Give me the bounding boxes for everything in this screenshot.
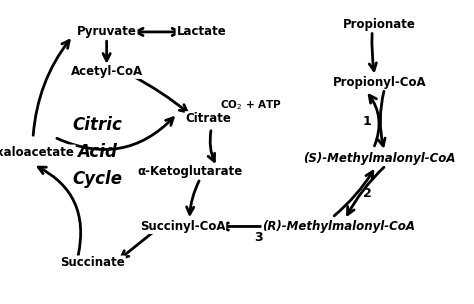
Text: Citric: Citric (72, 116, 122, 134)
FancyArrowPatch shape (33, 40, 69, 135)
FancyArrowPatch shape (347, 167, 384, 215)
Text: (S)-Methylmalonyl-CoA: (S)-Methylmalonyl-CoA (303, 152, 456, 164)
Text: Propionate: Propionate (343, 18, 416, 31)
FancyArrowPatch shape (378, 91, 385, 146)
Text: Lactate: Lactate (177, 26, 226, 38)
FancyArrowPatch shape (121, 230, 156, 258)
FancyArrowPatch shape (57, 118, 173, 150)
Text: Succinyl-CoA: Succinyl-CoA (140, 220, 225, 233)
FancyArrowPatch shape (369, 95, 379, 146)
Text: Succinate: Succinate (60, 257, 125, 269)
Text: (R)-Methylmalonyl-CoA: (R)-Methylmalonyl-CoA (263, 220, 415, 233)
Text: 1: 1 (363, 115, 372, 128)
Text: 2: 2 (363, 187, 372, 199)
Text: Cycle: Cycle (72, 170, 122, 188)
FancyArrowPatch shape (133, 76, 187, 112)
Text: Propionyl-CoA: Propionyl-CoA (332, 76, 426, 88)
Text: 3: 3 (254, 231, 263, 244)
FancyArrowPatch shape (221, 223, 300, 230)
Text: Oxaloacetate: Oxaloacetate (0, 146, 75, 158)
Text: CO$_2$ + ATP: CO$_2$ + ATP (220, 98, 282, 112)
FancyArrowPatch shape (334, 171, 373, 216)
Text: Pyruvate: Pyruvate (77, 26, 137, 38)
FancyArrowPatch shape (38, 167, 81, 255)
FancyArrowPatch shape (208, 131, 215, 161)
Text: Acid: Acid (77, 143, 117, 161)
Text: Acetyl-CoA: Acetyl-CoA (71, 65, 143, 78)
Text: α-Ketoglutarate: α-Ketoglutarate (137, 165, 242, 178)
FancyArrowPatch shape (136, 28, 179, 36)
Text: Citrate: Citrate (186, 112, 231, 125)
FancyArrowPatch shape (369, 33, 376, 71)
FancyArrowPatch shape (103, 41, 110, 61)
FancyArrowPatch shape (187, 181, 199, 214)
